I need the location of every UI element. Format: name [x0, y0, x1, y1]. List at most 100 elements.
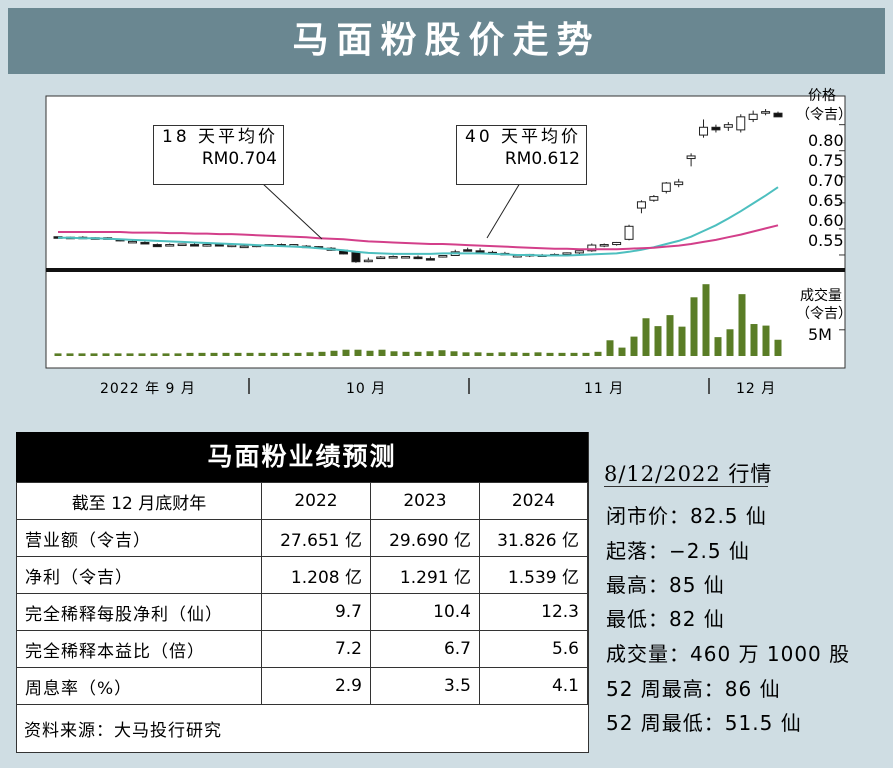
title-banner: 马面粉股价走势 — [8, 8, 885, 74]
plot-border — [45, 95, 846, 369]
candle-body — [190, 244, 200, 247]
price-tick: 0.70 — [808, 171, 844, 190]
candle-body — [165, 244, 175, 247]
volume-bar — [426, 351, 434, 356]
volume-bar — [234, 352, 242, 356]
price-axis-label: 价格 — [808, 88, 836, 104]
volume-bar — [258, 352, 266, 356]
volume-bar — [270, 352, 278, 356]
cell-value: 31.826 亿 — [479, 519, 588, 557]
cell-value: 7.2 — [261, 630, 371, 668]
quote-volume: 成交量：460 万 1000 股 — [606, 642, 851, 666]
price-tick: 0.55 — [808, 231, 844, 250]
candle-body — [773, 112, 783, 118]
volume-bar — [378, 349, 386, 356]
candle-body — [636, 201, 646, 209]
ma-line — [58, 186, 779, 257]
volume-bar — [366, 350, 374, 356]
candle-body — [152, 244, 162, 248]
volume-bar — [210, 352, 218, 356]
x-label-dec: 12 月 — [736, 381, 777, 397]
quote-high: 最高：85 仙 — [606, 573, 725, 597]
volume-bar — [534, 352, 542, 356]
table-row: 周息率（%） 2.9 3.5 4.1 — [16, 667, 588, 705]
table-row: 完全稀释本益比（倍） 7.2 6.7 5.6 — [16, 630, 588, 668]
candle-body — [661, 182, 671, 192]
source-note: 资料来源：大马投行研究 — [24, 721, 222, 741]
volume-bar — [762, 325, 770, 356]
volume-bar — [330, 350, 338, 356]
header-cell: 2023 — [370, 482, 480, 520]
forecast-table: 截至 12 月底财年 2022 2023 2024 营业额（令吉） 27.651… — [16, 482, 588, 705]
volume-bar — [774, 339, 782, 356]
cell-value: 10.4 — [370, 593, 480, 631]
cell-value: 12.3 — [479, 593, 588, 631]
candle-body — [127, 240, 137, 244]
price-tick: 0.80 — [808, 131, 844, 150]
row-label: 净利（令吉） — [16, 556, 262, 594]
volume-bar — [546, 352, 554, 356]
quote-underline — [604, 486, 768, 487]
cell-value: 1.208 亿 — [261, 556, 371, 594]
volume-bar — [354, 349, 362, 356]
header-cell: 2024 — [479, 482, 588, 520]
volume-axis-unit: （令吉） — [796, 306, 852, 322]
candle-body — [599, 244, 609, 247]
row-label: 周息率（%） — [16, 667, 262, 705]
header-cell: 2022 — [261, 482, 371, 520]
x-label-nov: 11 月 — [584, 381, 625, 397]
volume-bar — [570, 352, 578, 356]
row-label: 完全稀释本益比（倍） — [16, 630, 262, 668]
quote-52w-high: 52 周最高：86 仙 — [606, 677, 781, 701]
quote-heading: 8/12/2022 行情 — [604, 462, 773, 486]
candle-body — [624, 225, 634, 240]
volume-bar — [726, 329, 734, 356]
ma40-callout: 40 天平均价 RM0.612 — [456, 125, 587, 185]
volume-bar — [102, 353, 110, 356]
volume-bar — [678, 326, 686, 356]
quote-close: 闭市价：82.5 仙 — [606, 504, 767, 528]
cell-value: 5.6 — [479, 630, 588, 668]
price-tick: 0.60 — [808, 211, 844, 230]
x-label-oct: 10 月 — [346, 381, 387, 397]
volume-bar — [690, 297, 698, 356]
volume-bar — [738, 294, 746, 356]
volume-bar — [582, 352, 590, 356]
volume-bar — [150, 353, 158, 356]
candle-body — [388, 256, 398, 259]
volume-bar — [750, 324, 758, 356]
ma40-label: 40 天平均价 — [465, 127, 582, 147]
candle-body — [413, 256, 423, 260]
volume-bar — [66, 353, 74, 356]
table-header-row: 截至 12 月底财年 2022 2023 2024 — [16, 482, 588, 520]
table-row: 完全稀释每股净利（仙） 9.7 10.4 12.3 — [16, 593, 588, 631]
candle-body — [587, 244, 597, 252]
ma18-leader — [261, 182, 323, 240]
volume-bar — [294, 352, 302, 356]
cell-value: 2.9 — [261, 667, 371, 705]
ma40-value: RM0.612 — [504, 149, 580, 169]
candle-body — [425, 258, 435, 261]
volume-bar — [342, 349, 350, 356]
candle-body — [562, 252, 572, 255]
candle-body — [214, 244, 224, 247]
volume-bar — [318, 351, 326, 356]
price-axis-unit: （令吉） — [796, 107, 852, 123]
panel-divider — [46, 268, 845, 272]
page-title: 马面粉股价走势 — [292, 20, 601, 61]
candle-body — [723, 124, 733, 128]
price-tick: 0.65 — [808, 191, 844, 210]
volume-bar — [702, 284, 710, 356]
volume-bar — [654, 326, 662, 356]
candle-body — [351, 251, 361, 263]
volume-bar — [246, 352, 254, 356]
x-label-sep: 2022 年 9 月 — [100, 381, 196, 397]
cell-value: 1.539 亿 — [479, 556, 588, 594]
volume-bar — [642, 318, 650, 356]
candle-body — [202, 244, 212, 247]
cell-value: 1.291 亿 — [370, 556, 480, 594]
volume-bar — [138, 353, 146, 356]
ma18-label: 18 天平均价 — [162, 127, 279, 147]
volume-tick: 5M — [808, 325, 832, 344]
